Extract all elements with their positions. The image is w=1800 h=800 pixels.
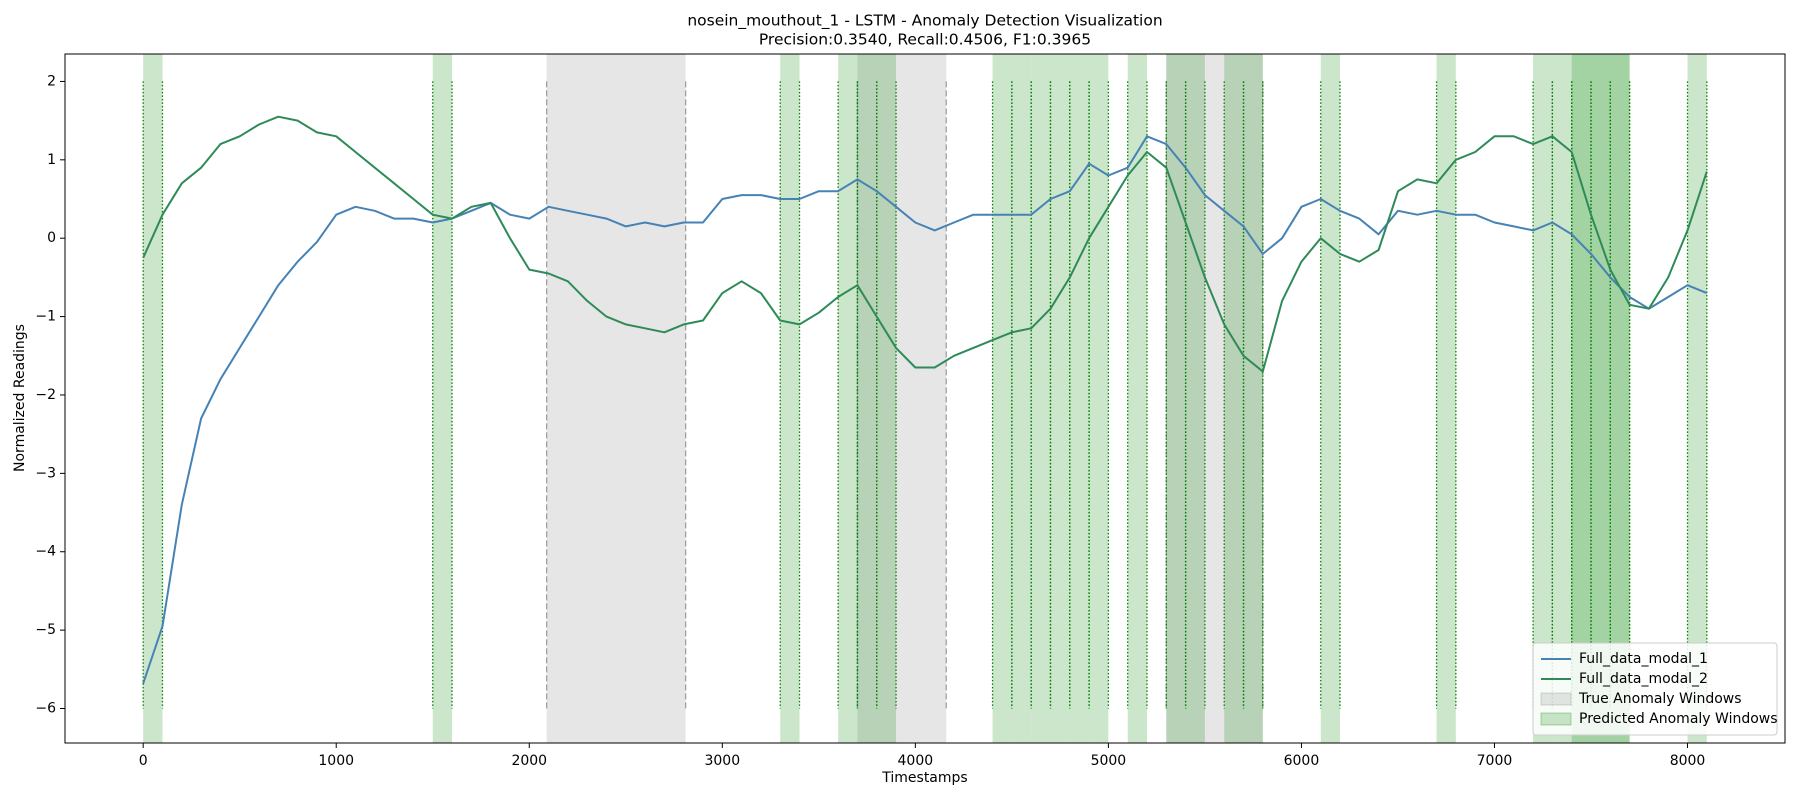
x-tick-label: 3000 bbox=[704, 753, 740, 769]
anomaly-window bbox=[1089, 54, 1109, 743]
anomaly-window bbox=[1533, 54, 1553, 743]
x-tick-label: 8000 bbox=[1670, 753, 1706, 769]
y-tick-label: −2 bbox=[35, 387, 56, 403]
x-axis-label: Timestamps bbox=[881, 770, 967, 786]
anomaly-window bbox=[1050, 54, 1070, 743]
chart-subtitle: Precision:0.3540, Recall:0.4506, F1:0.39… bbox=[759, 31, 1091, 49]
data-line bbox=[142, 135, 1708, 684]
y-axis-label: Normalized Readings bbox=[12, 324, 28, 472]
anomaly-window bbox=[838, 54, 858, 743]
y-tick-label: 1 bbox=[47, 152, 56, 168]
y-tick-label: −4 bbox=[35, 544, 56, 560]
y-tick-label: −3 bbox=[35, 465, 56, 481]
y-tick-label: 2 bbox=[47, 73, 56, 89]
anomaly-window bbox=[857, 54, 877, 743]
data-line bbox=[142, 115, 1708, 373]
legend-swatch bbox=[1540, 692, 1572, 706]
x-tick-label: 1000 bbox=[318, 753, 354, 769]
y-tick-label: −6 bbox=[35, 701, 56, 717]
x-tick-label: 5000 bbox=[1091, 753, 1127, 769]
x-tick-label: 0 bbox=[139, 753, 148, 769]
legend-label: Full_data_modal_1 bbox=[1579, 651, 1708, 667]
x-tick-label: 4000 bbox=[898, 753, 934, 769]
legend-swatch bbox=[1540, 712, 1572, 726]
anomaly-window bbox=[1571, 54, 1630, 743]
anomaly-window bbox=[1031, 54, 1051, 743]
anomaly-window bbox=[1166, 54, 1186, 743]
legend-label: True Anomaly Windows bbox=[1578, 691, 1742, 707]
anomaly-window bbox=[1243, 54, 1263, 743]
y-tick-label: −5 bbox=[35, 622, 56, 638]
anomaly-window bbox=[1224, 54, 1244, 743]
chart-title: nosein_mouthout_1 - LSTM - Anomaly Detec… bbox=[687, 12, 1162, 31]
anomaly-window bbox=[1687, 54, 1707, 743]
y-tick-label: −1 bbox=[35, 309, 56, 325]
anomaly-window bbox=[546, 54, 686, 743]
anomaly-window bbox=[1552, 54, 1572, 743]
legend-label: Full_data_modal_2 bbox=[1579, 671, 1708, 687]
anomaly-window bbox=[1436, 54, 1456, 743]
legend-label: Predicted Anomaly Windows bbox=[1579, 711, 1778, 727]
anomaly-window bbox=[857, 54, 947, 743]
legend-box bbox=[1532, 642, 1778, 736]
anomaly-window bbox=[1571, 54, 1591, 743]
x-tick-label: 2000 bbox=[511, 753, 547, 769]
anomaly-window bbox=[1011, 54, 1032, 743]
y-tick-label: 0 bbox=[47, 230, 56, 246]
plot-frame bbox=[64, 53, 1786, 744]
x-tick-label: 6000 bbox=[1284, 753, 1320, 769]
anomaly-window bbox=[1069, 54, 1090, 743]
anomaly-window bbox=[1127, 54, 1147, 743]
anomaly-window bbox=[992, 54, 1012, 743]
anomaly-window bbox=[432, 54, 453, 743]
anomaly-window bbox=[143, 54, 163, 743]
x-tick-label: 7000 bbox=[1477, 753, 1513, 769]
anomaly-window bbox=[1166, 54, 1263, 743]
anomaly-window bbox=[780, 54, 800, 743]
anomaly-window bbox=[1610, 54, 1630, 743]
anomaly-window bbox=[1185, 54, 1205, 743]
anomaly-window bbox=[1320, 54, 1341, 743]
anomaly-window bbox=[876, 54, 897, 743]
